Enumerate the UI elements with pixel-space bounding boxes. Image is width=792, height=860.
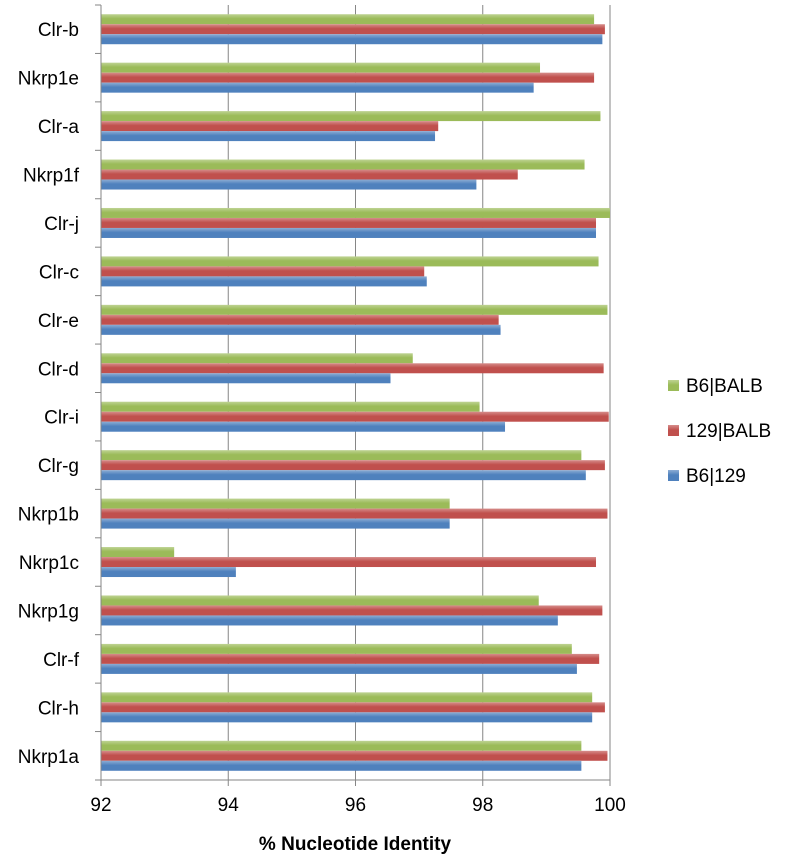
bar-Clr-a-B6-129	[101, 131, 436, 142]
x-tick-labels: 92 94 96 98 100	[90, 795, 625, 816]
x-tick-label: 98	[472, 795, 493, 816]
bar-Nkrp1b-B6-BALB	[101, 498, 450, 509]
category-label: Clr-b	[38, 20, 79, 41]
bar-Clr-c-129-BALB	[101, 266, 425, 277]
bar-Clr-g-B6-129	[101, 470, 586, 481]
x-axis-title: % Nucleotide Identity	[259, 834, 452, 855]
legend: B6|BALB 129|BALB B6|129	[668, 376, 771, 487]
bar-Clr-d-129-BALB	[101, 363, 604, 374]
x-tick-label: 100	[594, 795, 626, 816]
bar-Nkrp1a-B6-BALB	[101, 740, 582, 751]
bar-Nkrp1e-129-BALB	[101, 72, 595, 83]
bar-Clr-i-B6-BALB	[101, 401, 480, 412]
bar-Clr-a-129-BALB	[101, 121, 439, 132]
bar-Nkrp1g-129-BALB	[101, 605, 603, 616]
bar-Clr-j-129-BALB	[101, 217, 597, 228]
legend-label: B6|BALB	[686, 376, 763, 397]
bar-Clr-b-129-BALB	[101, 24, 605, 35]
bar-Clr-b-B6-129	[101, 34, 603, 45]
bar-Clr-a-B6-BALB	[101, 111, 601, 122]
bar-Nkrp1g-B6-129	[101, 615, 558, 626]
bar-Clr-h-B6-BALB	[101, 692, 593, 703]
category-label: Clr-d	[38, 359, 79, 380]
bar-Clr-f-129-BALB	[101, 653, 600, 664]
legend-swatch	[668, 425, 679, 436]
bar-Nkrp1c-B6-BALB	[101, 547, 175, 558]
bar-Nkrp1e-B6-BALB	[101, 62, 541, 73]
bar-Clr-c-B6-129	[101, 276, 427, 287]
bar-Nkrp1f-B6-129	[101, 179, 477, 190]
bar-Clr-i-129-BALB	[101, 411, 609, 422]
bar-Nkrp1c-B6-129	[101, 567, 236, 578]
category-label: Clr-g	[38, 456, 79, 477]
bar-Clr-j-B6-129	[101, 227, 597, 238]
bar-Clr-d-B6-129	[101, 373, 391, 384]
bar-Nkrp1b-B6-129	[101, 518, 450, 529]
legend-swatch	[668, 470, 679, 481]
bar-Clr-g-B6-BALB	[101, 450, 582, 461]
bar-Clr-g-129-BALB	[101, 460, 605, 471]
category-label: Clr-a	[38, 117, 80, 138]
bar-Clr-h-B6-129	[101, 712, 593, 723]
category-label: Clr-e	[38, 311, 79, 332]
bar-Clr-f-B6-BALB	[101, 643, 572, 654]
category-label: Nkrp1e	[18, 69, 79, 90]
bar-Clr-c-B6-BALB	[101, 256, 599, 267]
legend-swatch	[668, 380, 679, 391]
bar-Clr-f-B6-129	[101, 663, 577, 674]
x-tick-label: 92	[90, 795, 111, 816]
category-label: Clr-h	[38, 698, 79, 719]
legend-label: 129|BALB	[686, 421, 771, 442]
bar-Clr-d-B6-BALB	[101, 353, 413, 364]
bar-Nkrp1b-129-BALB	[101, 508, 608, 519]
category-labels: Clr-b Nkrp1e Clr-a Nkrp1f Clr-j Clr-c Clr-e Clr…	[18, 20, 80, 768]
category-label: Clr-i	[44, 408, 79, 429]
category-label: Clr-j	[44, 214, 79, 235]
bar-Clr-e-B6-BALB	[101, 304, 608, 315]
category-label: Nkrp1g	[18, 601, 79, 622]
x-tick-label: 96	[345, 795, 366, 816]
bar-Clr-e-129-BALB	[101, 314, 499, 325]
category-label: Clr-f	[43, 650, 80, 671]
x-tick-label: 94	[218, 795, 240, 816]
bar-Nkrp1f-B6-BALB	[101, 159, 585, 170]
category-label: Clr-c	[39, 262, 79, 283]
bar-Clr-h-129-BALB	[101, 702, 605, 713]
bar-Clr-j-B6-BALB	[101, 207, 610, 218]
legend-label: B6|129	[686, 466, 746, 487]
bar-Clr-b-B6-BALB	[101, 14, 595, 25]
category-label: Nkrp1f	[23, 166, 80, 187]
category-label: Nkrp1c	[19, 553, 79, 574]
category-label: Nkrp1b	[18, 505, 79, 526]
bar-Nkrp1f-129-BALB	[101, 169, 518, 180]
category-label: Nkrp1a	[18, 747, 80, 768]
bar-Nkrp1c-129-BALB	[101, 557, 597, 568]
bar-Clr-e-B6-129	[101, 324, 501, 335]
axes	[95, 4, 611, 786]
bar-Nkrp1e-B6-129	[101, 82, 534, 93]
bar-Nkrp1a-129-BALB	[101, 750, 608, 761]
bars	[101, 14, 610, 771]
bar-Nkrp1g-B6-BALB	[101, 595, 539, 606]
bar-Nkrp1a-B6-129	[101, 760, 582, 771]
bar-Clr-i-B6-129	[101, 421, 506, 432]
